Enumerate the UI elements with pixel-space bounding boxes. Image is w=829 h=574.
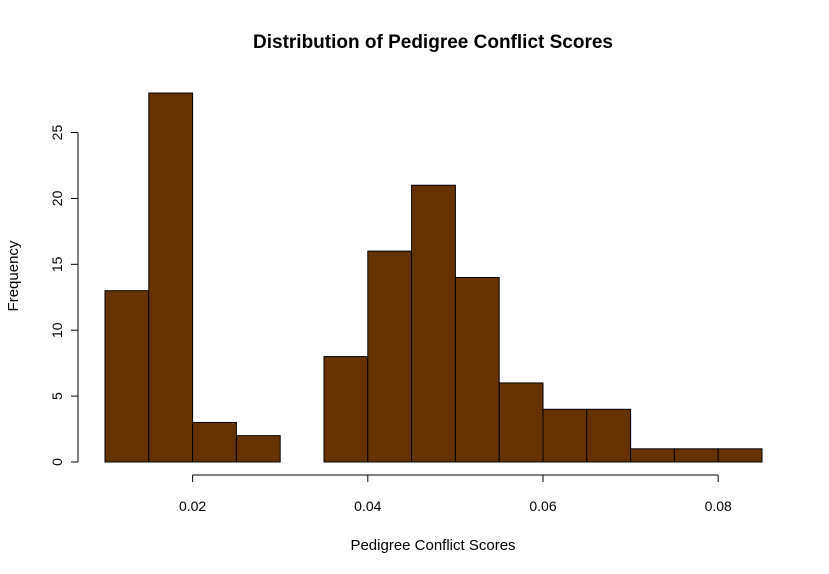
bar: [498, 382, 544, 463]
y-tick-label: 20: [49, 190, 65, 206]
bar: [411, 184, 456, 463]
x-tick-label: 0.06: [529, 498, 556, 514]
bar: [586, 408, 632, 463]
y-tick-label: 0: [49, 458, 65, 466]
y-tick-label: 25: [49, 125, 65, 141]
y-axis: 0 5 10 15 20 25: [49, 125, 79, 466]
y-axis-label: Frequency: [5, 240, 22, 311]
bar: [323, 356, 369, 463]
x-axis-label: Pedigree Conflict Scores: [350, 537, 515, 554]
y-tick-label: 10: [49, 322, 65, 338]
bar: [104, 290, 150, 463]
bar: [192, 421, 237, 463]
x-tick-label: 0.08: [705, 498, 732, 514]
bar: [235, 435, 281, 463]
bar: [630, 448, 675, 463]
bars-group: [104, 92, 763, 463]
bar: [717, 448, 763, 463]
bar: [673, 448, 719, 463]
bar: [542, 408, 588, 463]
bar: [454, 277, 500, 463]
y-tick-label: 5: [49, 392, 65, 400]
x-tick-label: 0.02: [179, 498, 206, 514]
bar: [367, 250, 413, 463]
bar: [148, 92, 194, 463]
x-axis: 0.02 0.04 0.06 0.08: [179, 474, 732, 514]
x-tick-label: 0.04: [354, 498, 381, 514]
y-tick-label: 15: [49, 256, 65, 272]
chart-title: Distribution of Pedigree Conflict Scores: [253, 32, 613, 53]
